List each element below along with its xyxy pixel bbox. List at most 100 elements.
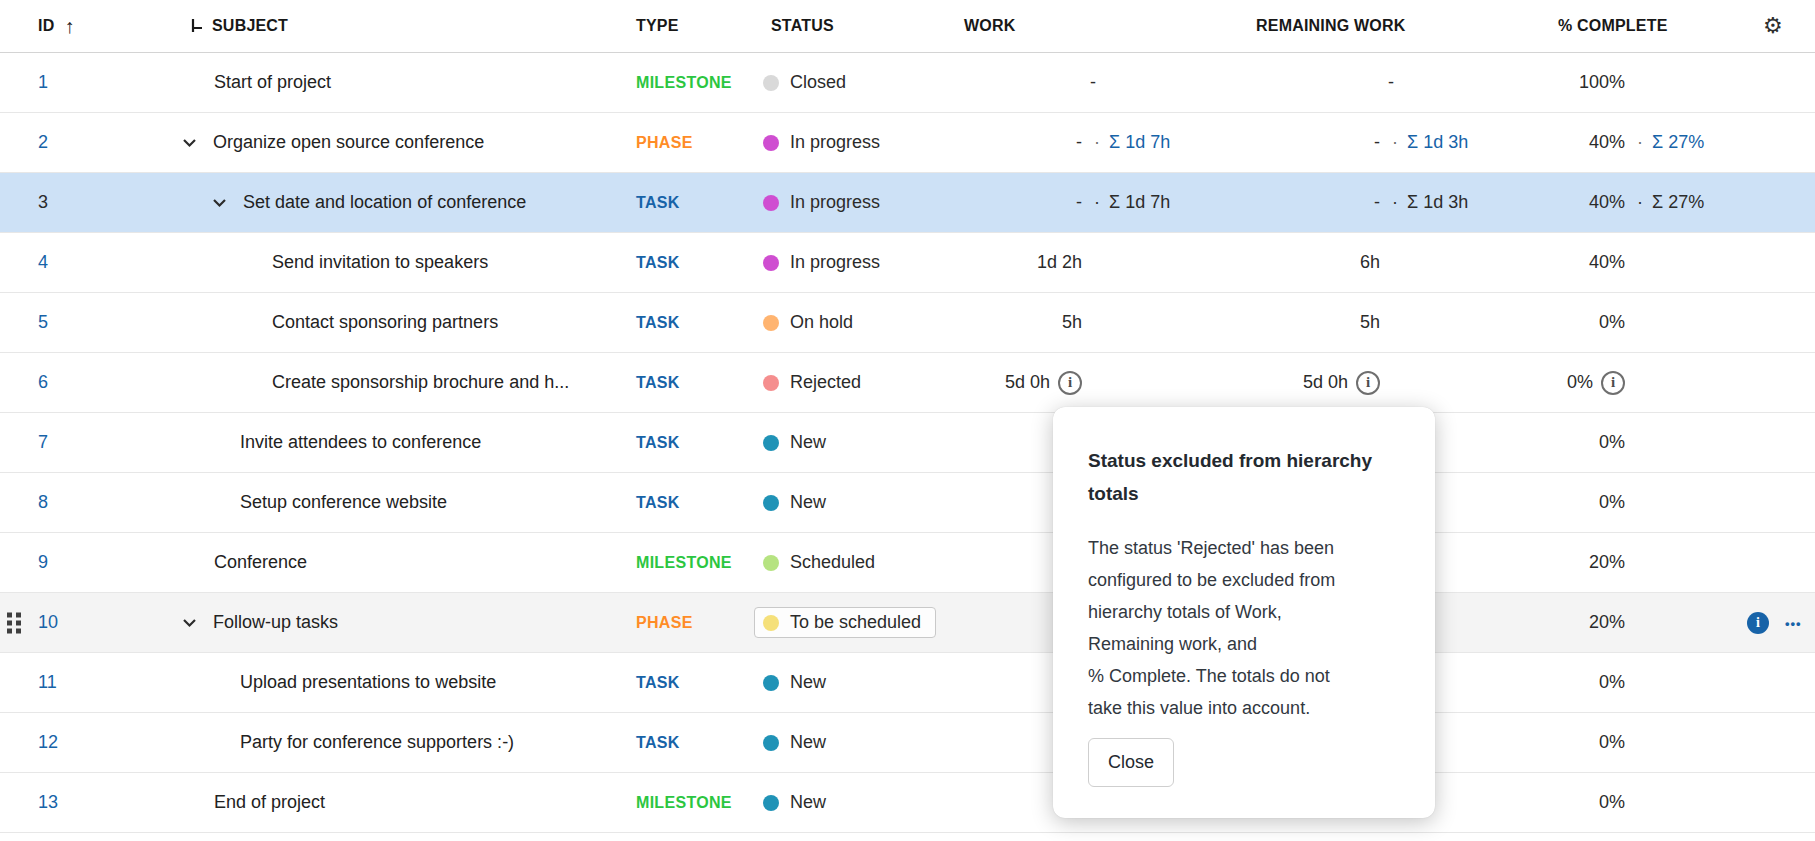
- table-row[interactable]: 12 Party for conference supporters :-) T…: [0, 713, 1815, 773]
- percent-complete-cell[interactable]: 100%: [1579, 53, 1625, 112]
- work-package-id-link[interactable]: 13: [38, 792, 58, 813]
- table-row[interactable]: 13 End of project MILESTONE New 0%: [0, 773, 1815, 833]
- status-cell[interactable]: In progress: [763, 113, 880, 172]
- work-sum-link[interactable]: Σ 1d 7h: [1109, 192, 1170, 213]
- percent-complete-cell[interactable]: 0%: [1599, 413, 1625, 472]
- work-cell[interactable]: - ·Σ 1d 7h: [1076, 113, 1082, 172]
- type-cell[interactable]: TASK: [636, 353, 680, 412]
- work-package-id-link[interactable]: 11: [38, 672, 57, 693]
- type-cell[interactable]: TASK: [636, 473, 680, 532]
- column-header-subject[interactable]: SUBJECT: [189, 0, 288, 52]
- table-row[interactable]: 5 Contact sponsoring partners TASK On ho…: [0, 293, 1815, 353]
- work-cell[interactable]: -: [1076, 53, 1082, 112]
- status-cell[interactable]: New: [763, 713, 826, 772]
- subject-cell[interactable]: Party for conference supporters :-): [240, 713, 514, 772]
- hierarchy-icon[interactable]: [189, 18, 205, 35]
- work-package-id-link[interactable]: 6: [38, 372, 48, 393]
- table-row[interactable]: 11 Upload presentations to website TASK …: [0, 653, 1815, 713]
- table-settings-gear-icon[interactable]: ⚙: [1763, 0, 1783, 52]
- subject-cell[interactable]: Contact sponsoring partners: [272, 293, 498, 352]
- work-package-id-link[interactable]: 12: [38, 732, 58, 753]
- status-cell[interactable]: In progress: [763, 233, 880, 292]
- percent-complete-cell[interactable]: 20%: [1589, 593, 1625, 652]
- subject-cell[interactable]: Set date and location of conference: [211, 173, 526, 232]
- type-cell[interactable]: MILESTONE: [636, 53, 732, 112]
- status-cell[interactable]: New: [763, 653, 826, 712]
- subject-cell[interactable]: End of project: [214, 773, 325, 832]
- status-cell[interactable]: New: [763, 773, 826, 832]
- remaining-work-cell[interactable]: - ·Σ 1d 3h: [1374, 173, 1380, 232]
- work-cell[interactable]: 5h: [1062, 293, 1082, 352]
- percent-complete-cell[interactable]: 40% ·Σ 27%: [1589, 113, 1625, 172]
- work-cell[interactable]: 5d 0hi: [1005, 353, 1082, 412]
- percent-complete-cell[interactable]: 40% ·Σ 27%: [1589, 173, 1625, 232]
- chevron-down-icon[interactable]: [181, 614, 198, 631]
- table-row[interactable]: 8 Setup conference website TASK New 0%: [0, 473, 1815, 533]
- remaining-work-cell[interactable]: 5h: [1360, 293, 1380, 352]
- table-row[interactable]: 6 Create sponsorship brochure and h... T…: [0, 353, 1815, 413]
- subject-cell[interactable]: Send invitation to speakers: [272, 233, 488, 292]
- work-package-id-link[interactable]: 10: [38, 612, 58, 633]
- more-actions-icon[interactable]: •••: [1785, 615, 1802, 630]
- column-header-status[interactable]: STATUS: [771, 0, 834, 52]
- remaining-work-cell[interactable]: 5d 0hi: [1303, 353, 1380, 412]
- chevron-down-icon[interactable]: [211, 194, 228, 211]
- percent-sum-link[interactable]: Σ 27%: [1652, 132, 1704, 153]
- excluded-status-info-icon[interactable]: i: [1058, 371, 1082, 395]
- percent-sum-link[interactable]: Σ 27%: [1652, 192, 1704, 213]
- table-row[interactable]: 4 Send invitation to speakers TASK In pr…: [0, 233, 1815, 293]
- type-cell[interactable]: TASK: [636, 713, 680, 772]
- status-cell[interactable]: New: [763, 473, 826, 532]
- subject-cell[interactable]: Invite attendees to conference: [240, 413, 481, 472]
- remaining-work-cell[interactable]: 6h: [1360, 233, 1380, 292]
- remaining-work-cell[interactable]: -: [1374, 53, 1380, 112]
- type-cell[interactable]: TASK: [636, 233, 680, 292]
- subject-cell[interactable]: Conference: [214, 533, 307, 592]
- table-row[interactable]: 9 Conference MILESTONE Scheduled 20%: [0, 533, 1815, 593]
- percent-complete-cell[interactable]: 0%: [1599, 293, 1625, 352]
- type-cell[interactable]: TASK: [636, 413, 680, 472]
- table-row[interactable]: 2 Organize open source conference PHASE …: [0, 113, 1815, 173]
- subject-cell[interactable]: Upload presentations to website: [240, 653, 496, 712]
- remaining-sum-link[interactable]: Σ 1d 3h: [1407, 192, 1468, 213]
- type-cell[interactable]: TASK: [636, 173, 680, 232]
- work-cell[interactable]: - ·Σ 1d 7h: [1076, 173, 1082, 232]
- column-header-work[interactable]: WORK: [964, 0, 1015, 52]
- percent-complete-cell[interactable]: 0%i: [1567, 353, 1625, 412]
- column-header-remaining-work[interactable]: REMAINING WORK: [1256, 0, 1405, 52]
- percent-complete-cell[interactable]: 0%: [1599, 713, 1625, 772]
- work-package-id-link[interactable]: 4: [38, 252, 48, 273]
- percent-complete-cell[interactable]: 0%: [1599, 653, 1625, 712]
- excluded-status-info-icon[interactable]: i: [1601, 371, 1625, 395]
- open-details-info-icon[interactable]: i: [1747, 612, 1769, 634]
- work-package-id-link[interactable]: 5: [38, 312, 48, 333]
- subject-cell[interactable]: Start of project: [214, 53, 331, 112]
- status-cell[interactable]: Rejected: [763, 353, 861, 412]
- type-cell[interactable]: MILESTONE: [636, 533, 732, 592]
- chevron-down-icon[interactable]: [181, 134, 198, 151]
- work-package-id-link[interactable]: 1: [38, 72, 48, 93]
- drag-handle-icon[interactable]: [7, 612, 21, 633]
- table-row[interactable]: 1 Start of project MILESTONE Closed - - …: [0, 53, 1815, 113]
- column-header-id[interactable]: ID ↑: [38, 0, 75, 52]
- status-cell[interactable]: Closed: [763, 53, 846, 112]
- work-package-id-link[interactable]: 8: [38, 492, 48, 513]
- percent-complete-cell[interactable]: 40%: [1589, 233, 1625, 292]
- subject-cell[interactable]: Create sponsorship brochure and h...: [272, 353, 569, 412]
- remaining-work-cell[interactable]: - ·Σ 1d 3h: [1374, 113, 1380, 172]
- status-cell[interactable]: Scheduled: [763, 533, 875, 592]
- type-cell[interactable]: MILESTONE: [636, 773, 732, 832]
- work-sum-link[interactable]: Σ 1d 7h: [1109, 132, 1170, 153]
- excluded-status-info-icon[interactable]: i: [1356, 371, 1380, 395]
- percent-complete-cell[interactable]: 0%: [1599, 773, 1625, 832]
- column-header-type[interactable]: TYPE: [636, 0, 679, 52]
- type-cell[interactable]: TASK: [636, 293, 680, 352]
- percent-complete-cell[interactable]: 0%: [1599, 473, 1625, 532]
- work-package-id-link[interactable]: 3: [38, 192, 48, 213]
- type-cell[interactable]: PHASE: [636, 113, 693, 172]
- status-cell[interactable]: To be scheduled: [763, 593, 936, 652]
- table-row-selected[interactable]: 3 Set date and location of conference TA…: [0, 173, 1815, 233]
- percent-complete-cell[interactable]: 20%: [1589, 533, 1625, 592]
- close-button[interactable]: Close: [1088, 738, 1174, 787]
- subject-cell[interactable]: Setup conference website: [240, 473, 447, 532]
